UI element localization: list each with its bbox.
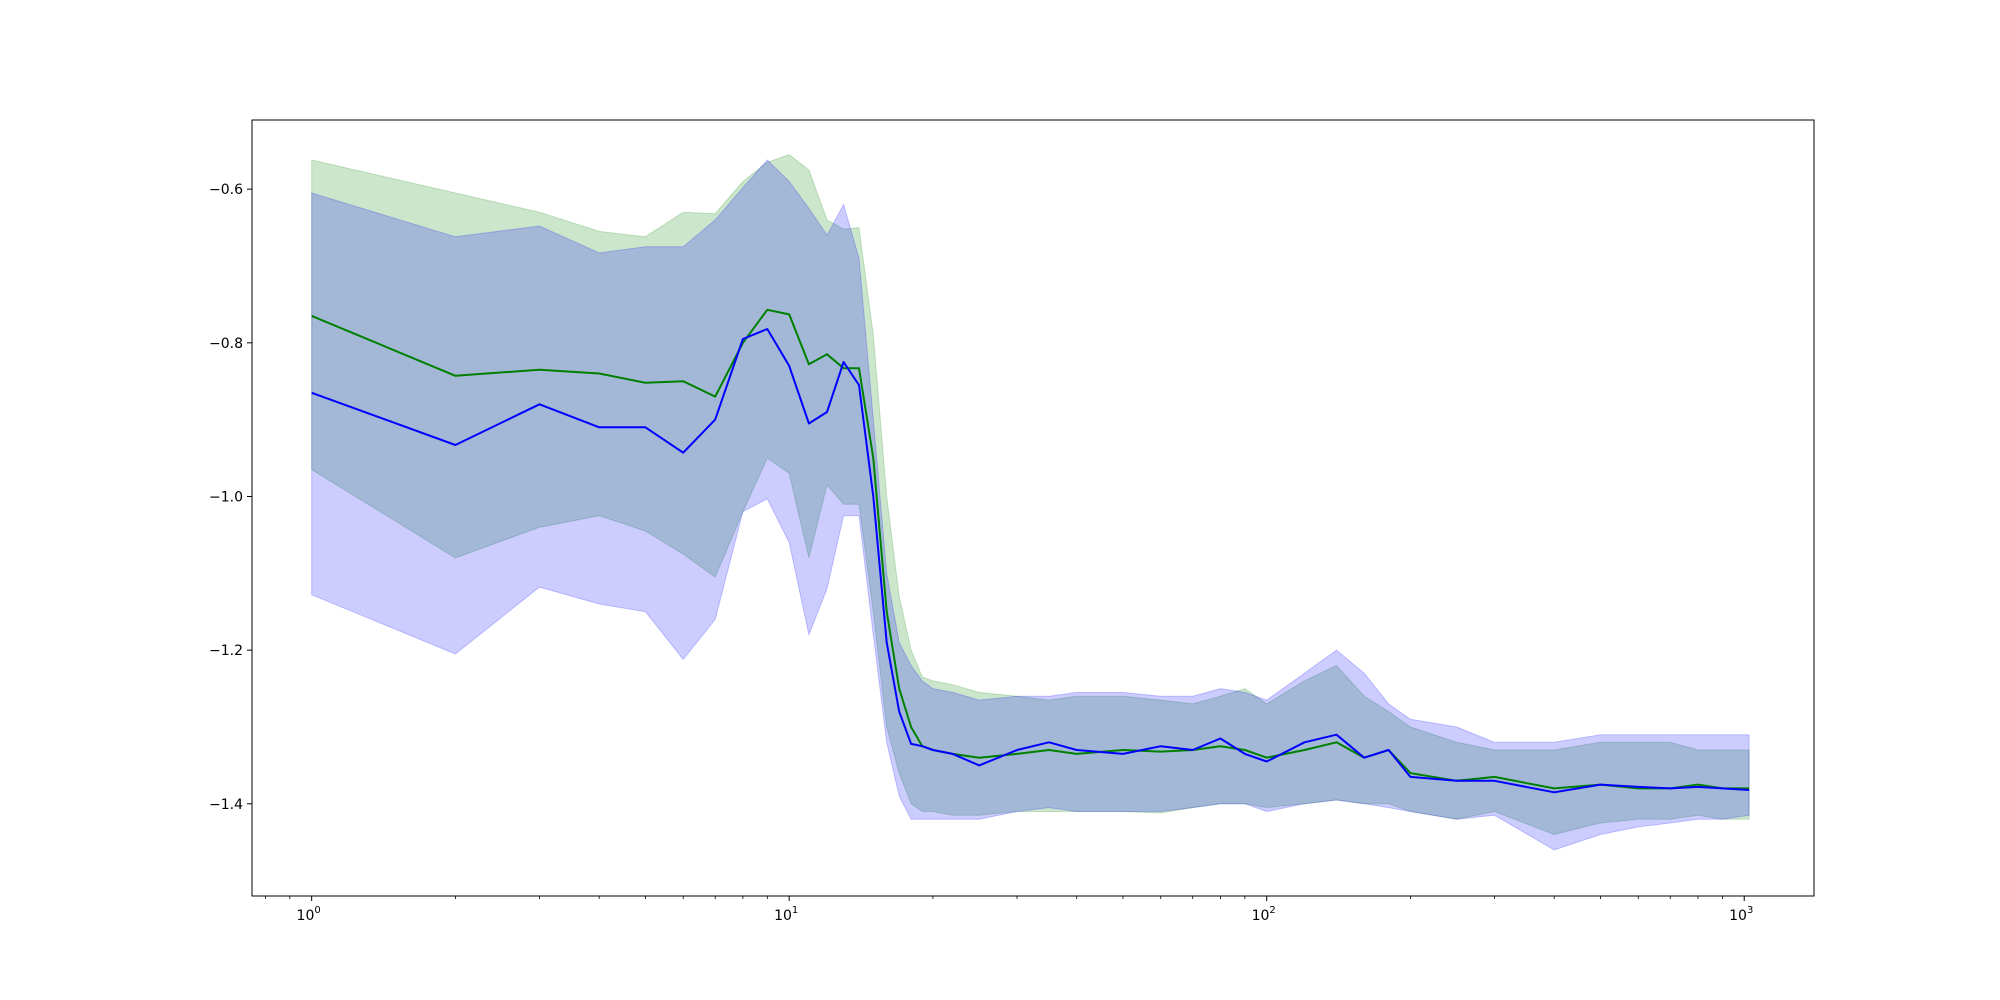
x-tick-label: 101	[774, 905, 798, 924]
series-1-band	[311, 159, 1750, 851]
x-tick-label: 102	[1252, 905, 1276, 924]
series-lines	[311, 308, 1750, 794]
x-tick-label: 103	[1729, 905, 1753, 924]
plot-frame	[251, 119, 1815, 897]
y-tick-label: −1.4	[209, 797, 243, 813]
series-1-line	[311, 328, 1750, 794]
x-tick-label: 100	[297, 905, 321, 924]
confidence-bands	[311, 154, 1750, 851]
series-0-band	[311, 154, 1750, 836]
x-axis: 100 101 102 103	[264, 896, 1753, 924]
y-axis: −0.6 −0.8 −1.0 −1.2 −1.4	[209, 182, 252, 813]
y-tick-label: −1.0	[209, 489, 243, 505]
y-tick-label: −0.6	[209, 182, 243, 198]
y-tick-label: −0.8	[209, 336, 243, 352]
series-0-line	[311, 308, 1750, 790]
y-tick-label: −1.2	[209, 643, 243, 659]
